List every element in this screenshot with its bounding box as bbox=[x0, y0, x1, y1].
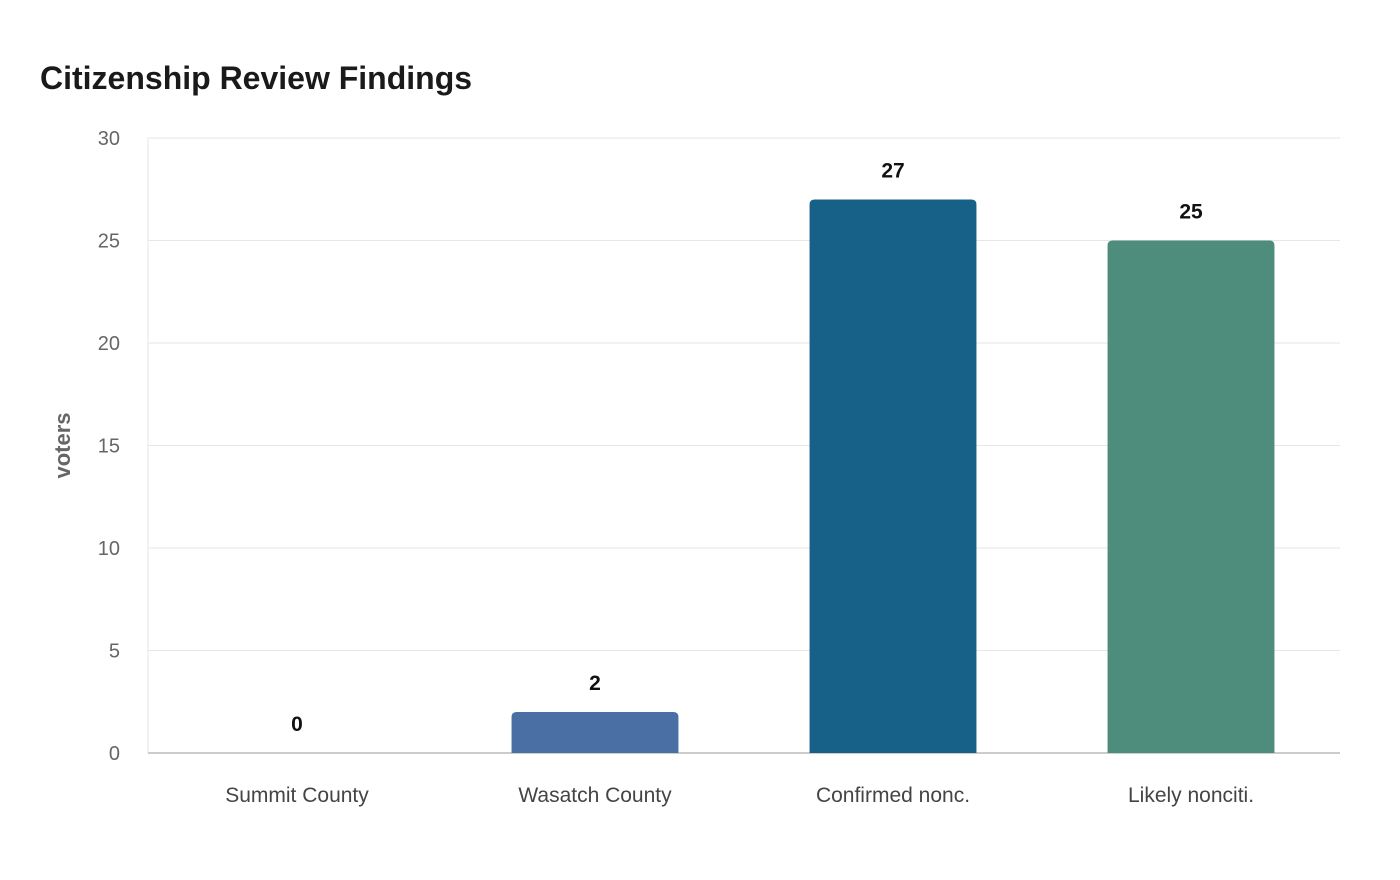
bar bbox=[809, 199, 977, 753]
bars bbox=[511, 199, 1275, 753]
chart-title: Citizenship Review Findings bbox=[40, 60, 473, 96]
bar bbox=[1107, 240, 1275, 753]
data-label: 27 bbox=[881, 160, 904, 183]
x-tick-label: Wasatch County bbox=[518, 784, 672, 807]
y-axis-label: voters bbox=[50, 412, 75, 478]
y-tick-label: 30 bbox=[98, 128, 120, 150]
y-tick-label: 5 bbox=[109, 641, 120, 663]
gridlines bbox=[148, 137, 1340, 651]
y-tick-label: 0 bbox=[109, 743, 120, 765]
data-label: 25 bbox=[1179, 201, 1203, 224]
data-labels: 0 2 27 25 bbox=[291, 160, 1203, 737]
data-label: 2 bbox=[589, 672, 601, 695]
x-tick-label: Summit County bbox=[225, 784, 369, 807]
y-tick-label: 10 bbox=[98, 538, 120, 560]
data-label: 0 bbox=[291, 713, 303, 736]
bar bbox=[511, 712, 679, 753]
x-tick-labels: Summit County Wasatch County Confirmed non… bbox=[225, 784, 1254, 807]
x-tick-label: Confirmed nonc. bbox=[816, 784, 970, 807]
y-tick-label: 15 bbox=[98, 436, 120, 458]
y-tick-label: 20 bbox=[98, 333, 120, 355]
y-tick-labels: 0 5 10 15 20 25 30 bbox=[98, 128, 120, 765]
x-tick-label: Likely nonciti. bbox=[1128, 784, 1254, 807]
y-tick-label: 25 bbox=[98, 231, 120, 253]
